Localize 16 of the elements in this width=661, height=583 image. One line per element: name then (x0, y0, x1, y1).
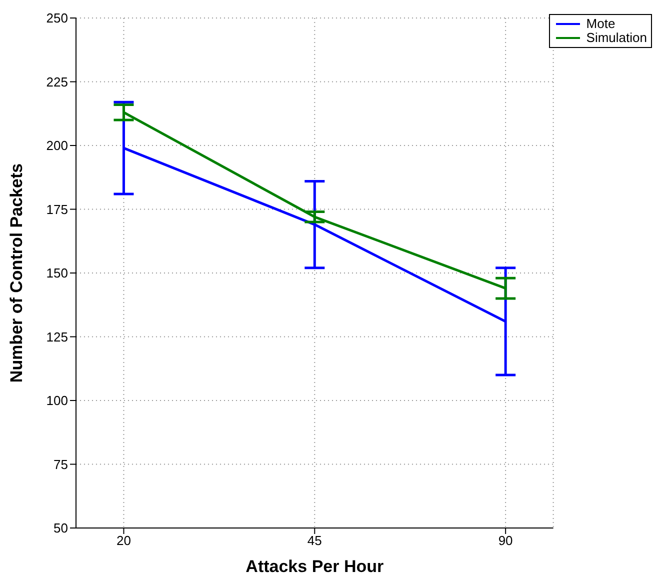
y-tick-label: 75 (54, 456, 68, 472)
x-axis-title: Attacks Per Hour (246, 557, 384, 576)
y-axis-title: Number of Control Packets (7, 163, 26, 383)
x-tick-label: 20 (116, 533, 131, 548)
y-tick-label: 175 (46, 202, 68, 217)
legend-label: Mote (586, 16, 616, 31)
x-tick-label: 45 (307, 533, 322, 548)
y-tick-label: 225 (46, 74, 68, 90)
y-tick-label: 250 (46, 10, 68, 26)
x-tick-label: 90 (498, 533, 513, 548)
y-tick-label: 50 (54, 520, 68, 536)
y-tick-label: 100 (46, 393, 68, 408)
y-tick-label: 200 (46, 138, 68, 154)
y-tick-label: 125 (46, 329, 68, 344)
y-tick-label: 150 (46, 266, 68, 281)
legend-label: Simulation (586, 30, 647, 45)
